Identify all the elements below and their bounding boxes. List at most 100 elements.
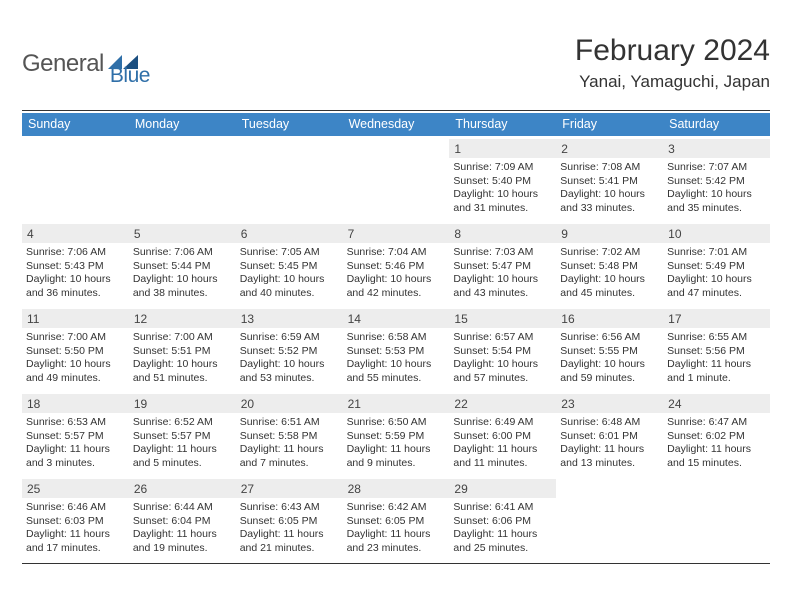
sunrise-line: Sunrise: 6:50 AM — [347, 416, 446, 430]
sunrise-line: Sunrise: 6:41 AM — [453, 501, 552, 515]
day-cell: 19Sunrise: 6:52 AMSunset: 5:57 PMDayligh… — [129, 394, 236, 476]
day-cell: 10Sunrise: 7:01 AMSunset: 5:49 PMDayligh… — [663, 224, 770, 306]
day-number: 8 — [449, 224, 556, 243]
week-row: 11Sunrise: 7:00 AMSunset: 5:50 PMDayligh… — [22, 309, 770, 391]
daylight-line: and 23 minutes. — [347, 542, 446, 556]
daylight-line: and 3 minutes. — [26, 457, 125, 471]
day-number: 12 — [129, 309, 236, 328]
daylight-line: and 42 minutes. — [347, 287, 446, 301]
sunrise-line: Sunrise: 7:08 AM — [560, 161, 659, 175]
sunset-line: Sunset: 6:04 PM — [133, 515, 232, 529]
daylight-line: Daylight: 10 hours — [667, 188, 766, 202]
day-cell: 20Sunrise: 6:51 AMSunset: 5:58 PMDayligh… — [236, 394, 343, 476]
empty-cell — [663, 479, 770, 561]
sunset-line: Sunset: 6:02 PM — [667, 430, 766, 444]
sunset-line: Sunset: 5:43 PM — [26, 260, 125, 274]
daylight-line: Daylight: 10 hours — [26, 273, 125, 287]
day-number: 15 — [449, 309, 556, 328]
week-row: 25Sunrise: 6:46 AMSunset: 6:03 PMDayligh… — [22, 479, 770, 561]
day-number — [343, 139, 450, 158]
sunrise-line: Sunrise: 6:46 AM — [26, 501, 125, 515]
day-cell: 16Sunrise: 6:56 AMSunset: 5:55 PMDayligh… — [556, 309, 663, 391]
day-number — [129, 139, 236, 158]
day-cell: 28Sunrise: 6:42 AMSunset: 6:05 PMDayligh… — [343, 479, 450, 561]
sunset-line: Sunset: 6:00 PM — [453, 430, 552, 444]
daylight-line: Daylight: 11 hours — [347, 443, 446, 457]
daylight-line: and 17 minutes. — [26, 542, 125, 556]
daylight-line: Daylight: 11 hours — [26, 443, 125, 457]
day-number: 21 — [343, 394, 450, 413]
day-cell: 1Sunrise: 7:09 AMSunset: 5:40 PMDaylight… — [449, 139, 556, 221]
day-cell: 21 Sunrise: 6:50 AMSunset: 5:59 PMDayligh… — [343, 394, 450, 476]
day-number — [236, 139, 343, 158]
sunrise-line: Sunrise: 6:58 AM — [347, 331, 446, 345]
daylight-line: and 57 minutes. — [453, 372, 552, 386]
daylight-line: Daylight: 11 hours — [133, 528, 232, 542]
day-cell: 8Sunrise: 7:03 AMSunset: 5:47 PMDaylight… — [449, 224, 556, 306]
sunrise-line: Sunrise: 7:07 AM — [667, 161, 766, 175]
sunset-line: Sunset: 5:51 PM — [133, 345, 232, 359]
daylight-line: Daylight: 10 hours — [453, 273, 552, 287]
sunset-line: Sunset: 5:50 PM — [26, 345, 125, 359]
day-cell: 9Sunrise: 7:02 AMSunset: 5:48 PMDaylight… — [556, 224, 663, 306]
daylight-line: and 49 minutes. — [26, 372, 125, 386]
header: General Blue February 2024 Yanai, Yamagu… — [22, 34, 770, 92]
title-block: February 2024 Yanai, Yamaguchi, Japan — [575, 34, 770, 92]
day-cell: 11Sunrise: 7:00 AMSunset: 5:50 PMDayligh… — [22, 309, 129, 391]
day-number: 11 — [22, 309, 129, 328]
sunset-line: Sunset: 5:47 PM — [453, 260, 552, 274]
day-cell: 3Sunrise: 7:07 AMSunset: 5:42 PMDaylight… — [663, 139, 770, 221]
sunset-line: Sunset: 6:01 PM — [560, 430, 659, 444]
daylight-line: and 36 minutes. — [26, 287, 125, 301]
logo-text-blue: Blue — [110, 64, 150, 88]
dow-monday: Monday — [129, 113, 236, 136]
sunrise-line: Sunrise: 6:42 AM — [347, 501, 446, 515]
sunset-line: Sunset: 5:57 PM — [133, 430, 232, 444]
sunset-line: Sunset: 5:48 PM — [560, 260, 659, 274]
day-cell: 7Sunrise: 7:04 AMSunset: 5:46 PMDaylight… — [343, 224, 450, 306]
daylight-line: Daylight: 10 hours — [240, 273, 339, 287]
sunset-line: Sunset: 5:53 PM — [347, 345, 446, 359]
calendar: SundayMondayTuesdayWednesdayThursdayFrid… — [22, 110, 770, 564]
sunrise-line: Sunrise: 7:05 AM — [240, 246, 339, 260]
dow-saturday: Saturday — [663, 113, 770, 136]
daylight-line: Daylight: 10 hours — [133, 273, 232, 287]
day-number: 9 — [556, 224, 663, 243]
daylight-line: Daylight: 11 hours — [560, 443, 659, 457]
daylight-line: and 5 minutes. — [133, 457, 232, 471]
day-cell: 17Sunrise: 6:55 AMSunset: 5:56 PMDayligh… — [663, 309, 770, 391]
sunrise-line: Sunrise: 6:52 AM — [133, 416, 232, 430]
empty-cell — [236, 139, 343, 221]
daylight-line: and 33 minutes. — [560, 202, 659, 216]
daylight-line: and 47 minutes. — [667, 287, 766, 301]
day-cell: 25Sunrise: 6:46 AMSunset: 6:03 PMDayligh… — [22, 479, 129, 561]
day-number: 25 — [22, 479, 129, 498]
day-number: 1 — [449, 139, 556, 158]
empty-cell — [556, 479, 663, 561]
day-number — [556, 479, 663, 498]
sunset-line: Sunset: 5:57 PM — [26, 430, 125, 444]
day-cell: 22Sunrise: 6:49 AMSunset: 6:00 PMDayligh… — [449, 394, 556, 476]
daylight-line: and 40 minutes. — [240, 287, 339, 301]
daylight-line: and 55 minutes. — [347, 372, 446, 386]
sunrise-line: Sunrise: 7:06 AM — [133, 246, 232, 260]
sunset-line: Sunset: 5:56 PM — [667, 345, 766, 359]
daylight-line: Daylight: 10 hours — [560, 273, 659, 287]
day-cell: 5Sunrise: 7:06 AMSunset: 5:44 PMDaylight… — [129, 224, 236, 306]
day-number: 5 — [129, 224, 236, 243]
daylight-line: Daylight: 11 hours — [453, 443, 552, 457]
daylight-line: Daylight: 11 hours — [240, 443, 339, 457]
day-cell: 4Sunrise: 7:06 AMSunset: 5:43 PMDaylight… — [22, 224, 129, 306]
daylight-line: and 45 minutes. — [560, 287, 659, 301]
dow-wednesday: Wednesday — [343, 113, 450, 136]
day-number: 22 — [449, 394, 556, 413]
day-number: 2 — [556, 139, 663, 158]
day-number: 28 — [343, 479, 450, 498]
daylight-line: and 51 minutes. — [133, 372, 232, 386]
day-number: 10 — [663, 224, 770, 243]
sunset-line: Sunset: 5:59 PM — [347, 430, 446, 444]
day-cell: 29Sunrise: 6:41 AMSunset: 6:06 PMDayligh… — [449, 479, 556, 561]
daylight-line: and 11 minutes. — [453, 457, 552, 471]
day-number: 18 — [22, 394, 129, 413]
day-number: 14 — [343, 309, 450, 328]
